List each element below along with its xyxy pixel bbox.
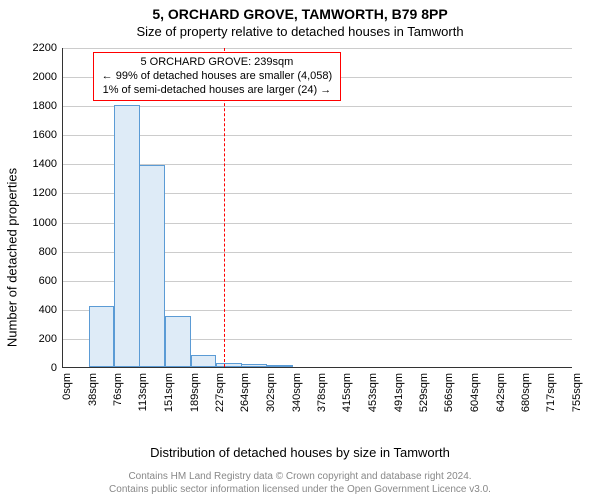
chart-title-main: 5, ORCHARD GROVE, TAMWORTH, B79 8PP [0, 6, 600, 22]
y-tick-label: 2000 [33, 71, 63, 83]
x-tick-label: 340sqm [291, 373, 303, 412]
histogram-bar [89, 306, 115, 367]
x-tick-label: 76sqm [112, 373, 124, 406]
histogram-bar [216, 363, 242, 367]
x-tick-label: 717sqm [545, 373, 557, 412]
annotation-box: 5 ORCHARD GROVE: 239sqm← 99% of detached… [93, 52, 342, 101]
attribution-line-2: Contains public sector information licen… [0, 484, 600, 497]
histogram-bar [191, 355, 217, 367]
y-axis-label-wrap: Number of detached properties [4, 0, 22, 500]
x-tick-label: 680sqm [520, 373, 532, 412]
y-tick-label: 1800 [33, 100, 63, 112]
y-axis-label: Number of detached properties [5, 168, 20, 348]
annotation-line: 5 ORCHARD GROVE: 239sqm [102, 56, 333, 70]
histogram-bar [139, 165, 165, 367]
histogram-bar [165, 316, 191, 367]
y-tick-label: 200 [39, 333, 63, 345]
y-tick-label: 1600 [33, 129, 63, 141]
y-tick-label: 1400 [33, 158, 63, 170]
attribution-line-1: Contains HM Land Registry data © Crown c… [0, 471, 600, 484]
x-tick-label: 113sqm [137, 373, 149, 411]
x-tick-label: 151sqm [163, 373, 175, 412]
x-tick-label: 755sqm [571, 373, 583, 412]
x-tick-label: 302sqm [265, 373, 277, 412]
histogram-bar [114, 105, 140, 367]
chart-area: 0200400600800100012001400160018002000220… [62, 48, 572, 368]
histogram-bar [267, 365, 293, 367]
x-tick-label: 566sqm [443, 373, 455, 412]
y-tick-label: 2200 [33, 42, 63, 54]
annotation-line: ← 99% of detached houses are smaller (4,… [102, 70, 333, 84]
histogram-bar [241, 364, 267, 367]
x-axis-label: Distribution of detached houses by size … [0, 445, 600, 460]
x-tick-label: 38sqm [87, 373, 99, 406]
x-tick-label: 529sqm [418, 373, 430, 412]
y-tick-label: 400 [39, 304, 63, 316]
y-tick-label: 1200 [33, 187, 63, 199]
x-tick-label: 378sqm [316, 373, 328, 412]
x-tick-label: 189sqm [189, 373, 201, 412]
x-tick-label: 604sqm [469, 373, 481, 412]
gridline-h [63, 48, 572, 49]
x-tick-label: 0sqm [61, 373, 73, 400]
x-tick-label: 415sqm [341, 373, 353, 412]
attribution-text: Contains HM Land Registry data © Crown c… [0, 471, 600, 496]
x-tick-label: 491sqm [393, 373, 405, 412]
figure: 5, ORCHARD GROVE, TAMWORTH, B79 8PP Size… [0, 0, 600, 500]
y-tick-label: 1000 [33, 217, 63, 229]
y-tick-label: 800 [39, 246, 63, 258]
x-tick-label: 642sqm [495, 373, 507, 412]
x-tick-label: 227sqm [214, 373, 226, 412]
x-tick-label: 453sqm [367, 373, 379, 412]
chart-title-sub: Size of property relative to detached ho… [0, 24, 600, 39]
y-tick-label: 600 [39, 275, 63, 287]
annotation-line: 1% of semi-detached houses are larger (2… [102, 84, 333, 98]
x-tick-label: 264sqm [239, 373, 251, 412]
